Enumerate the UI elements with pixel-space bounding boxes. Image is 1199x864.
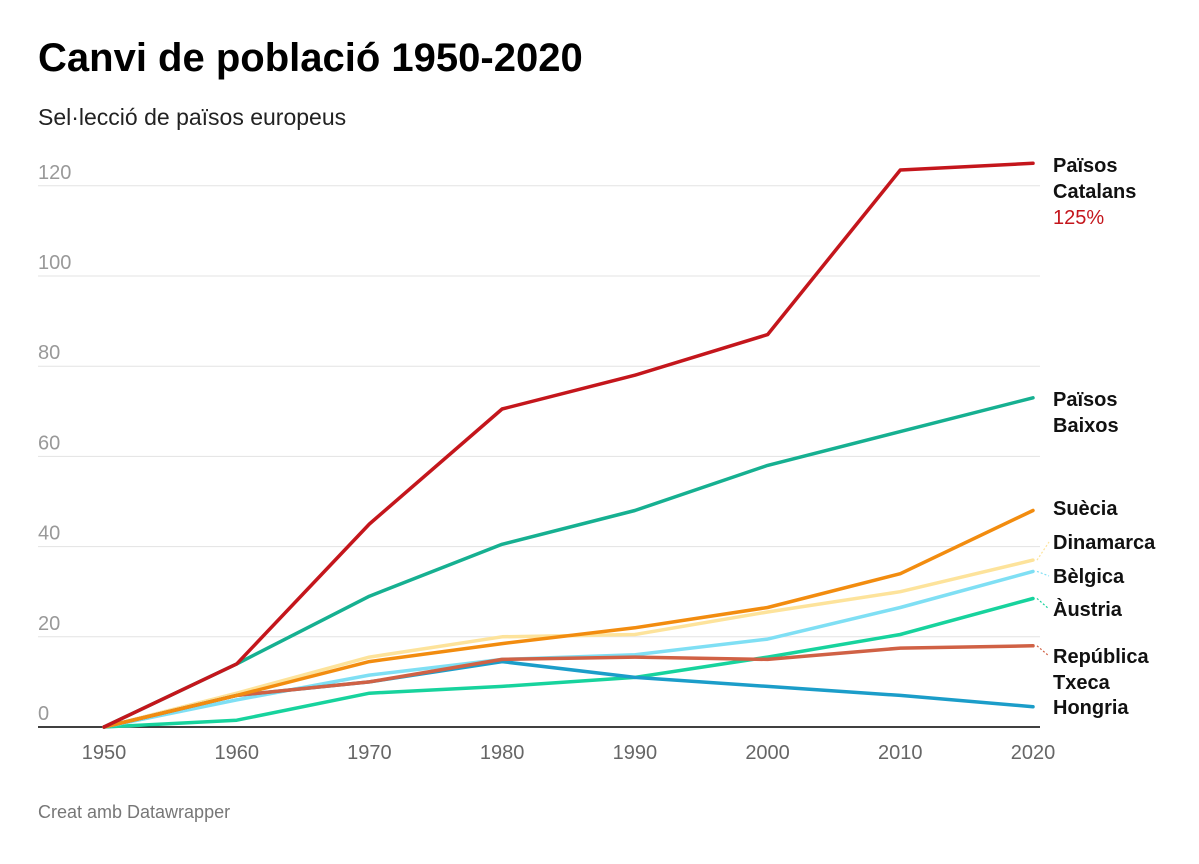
x-tick-label: 1970 (347, 742, 392, 764)
series-line-pc (102, 161, 1035, 729)
series-label-pc: Països Catalans (1053, 155, 1136, 203)
y-tick-label: 0 (38, 703, 49, 725)
x-tick-label: 1980 (480, 742, 525, 764)
chart-title: Canvi de població 1950-2020 (38, 36, 583, 80)
series-line-rt (102, 644, 1035, 729)
series-label-se: Suècia (1053, 498, 1118, 520)
label-connector (1036, 645, 1050, 657)
series-label-rt: República Txeca (1053, 646, 1149, 694)
x-tick-label: 1990 (613, 742, 658, 764)
y-tick-label: 40 (38, 523, 60, 545)
y-tick-label: 120 (38, 162, 71, 184)
series-label-pb: Països Baixos (1053, 389, 1119, 437)
x-tick-label: 2010 (878, 742, 923, 764)
label-connector (1036, 570, 1050, 577)
y-tick-label: 100 (38, 252, 71, 274)
x-tick-label: 2000 (745, 742, 790, 764)
series-line-dk (102, 558, 1035, 729)
y-tick-label: 20 (38, 613, 60, 635)
x-axis-ticks: 1950 1960 1970 1980 1990 2000 2010 2020 (82, 742, 1056, 764)
x-tick-label: 1960 (214, 742, 259, 764)
y-axis-ticks: 0 20 40 60 80 100 120 (38, 162, 71, 725)
series-line-se (102, 508, 1035, 729)
series-label-be: Bèlgica (1053, 566, 1125, 588)
label-connector (1036, 598, 1050, 610)
series-line-at (102, 596, 1035, 729)
y-tick-label: 80 (38, 342, 60, 364)
credit-text: Creat amb Datawrapper (38, 802, 231, 822)
label-connector (1036, 541, 1050, 561)
series-label-dk: Dinamarca (1053, 532, 1156, 554)
chart-subtitle: Sel·lecció de països europeus (38, 104, 347, 130)
series-labels: Països Catalans 125% Països Baixos Hongria Rep… (1036, 155, 1156, 719)
series-label-at: Àustria (1053, 598, 1123, 621)
x-tick-label: 1950 (82, 742, 127, 764)
series-label-hu: Hongria (1053, 697, 1129, 719)
gridlines (38, 185, 1040, 728)
x-tick-label: 2020 (1011, 742, 1056, 764)
y-tick-label: 60 (38, 432, 60, 454)
series-lines (102, 161, 1035, 729)
series-line-pb (102, 396, 1035, 729)
series-annotation-pc: 125% (1053, 207, 1104, 229)
